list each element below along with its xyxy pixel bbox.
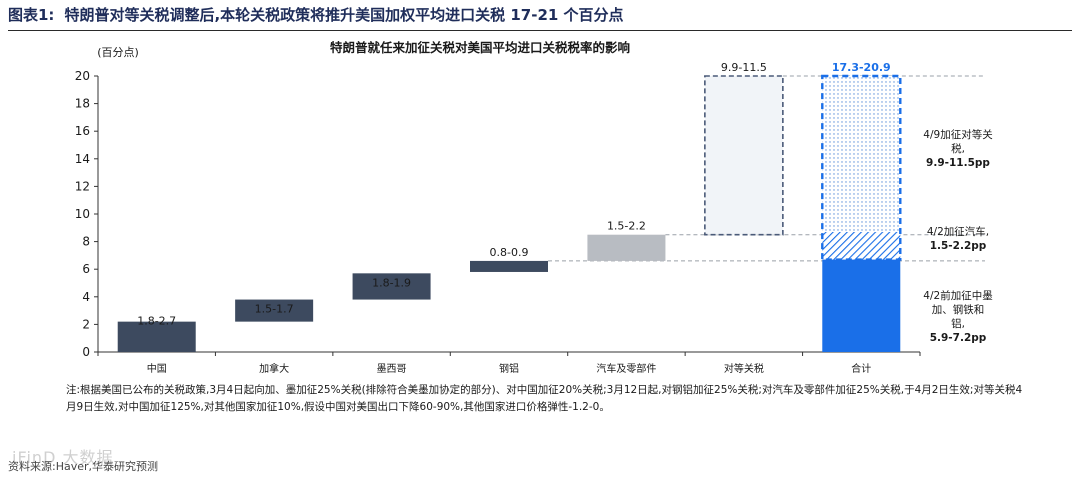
bar-钢铝: [470, 260, 548, 272]
y-tick-label: 12: [75, 179, 90, 193]
bar-加拿大: [235, 299, 314, 322]
y-tick-label: 18: [75, 97, 90, 111]
annotation-text: 4/2前加征中墨: [923, 289, 992, 302]
figure-title-text: 特朗普对等关税调整后,本轮关税政策将推升美国加权平均进口关税 17-21 个百分…: [64, 6, 624, 24]
chart-note: 注:根据美国已公布的关税政策,3月4日起向加、墨加征25%关税(排除符合美墨加协…: [66, 384, 1023, 413]
y-tick-label: 6: [82, 262, 90, 276]
data-label: 1.5-2.2: [607, 220, 646, 233]
x-tick-label: 钢铝: [499, 362, 519, 375]
bar-汽车及零部件: [587, 234, 666, 261]
x-tick-label: 加拿大: [259, 362, 289, 375]
total-outline: [821, 74, 902, 261]
x-tick-label: 汽车及零部件: [596, 362, 656, 375]
annotation-text: 4/2加征汽车,: [927, 225, 989, 238]
annotation-value: 1.5-2.2pp: [930, 240, 987, 252]
chart-title: 特朗普就任来加征关税对美国平均进口关税税率的影响: [330, 40, 630, 55]
y-tick-label: 8: [82, 235, 90, 249]
bar-中国: [117, 321, 196, 352]
data-label: 1.5-1.7: [255, 303, 294, 316]
y-tick-label: 16: [75, 124, 90, 138]
data-label: 1.8-2.7: [137, 315, 176, 328]
y-tick-label: 2: [82, 317, 90, 331]
x-tick-label: 对等关税: [724, 362, 764, 375]
data-label: 9.9-11.5: [721, 61, 767, 74]
annotation-value: 5.9-7.2pp: [930, 332, 987, 344]
source-note: 资料来源:Haver,华泰研究预测: [8, 460, 159, 473]
x-tick-label: 中国: [147, 362, 167, 375]
watermark: iFinD 大数据: [12, 448, 114, 467]
annotation-text: 加、钢铁和: [932, 303, 985, 316]
bar-墨西哥: [352, 273, 431, 300]
figure-label: 图表1:: [8, 6, 55, 24]
annotation-text: 税,: [951, 142, 965, 155]
annotation-value: 9.9-11.5pp: [926, 157, 990, 169]
total-segment-2: [822, 76, 901, 232]
figure-title: 图表1: 特朗普对等关税调整后,本轮关税政策将推升美国加权平均进口关税 17-21…: [8, 4, 1072, 31]
data-label: 0.8-0.9: [490, 246, 529, 259]
bar-对等关税: [704, 75, 784, 236]
y-tick-label: 0: [82, 345, 90, 359]
chart: 特朗普就任来加征关税对美国平均进口关税税率的影响 (百分点) 0 2 4 6 8 10 12…: [75, 40, 993, 375]
annotation-text: 4/9加征对等关: [923, 128, 993, 141]
total-label: 17.3-20.9: [832, 61, 891, 74]
y-tick-label: 20: [75, 69, 90, 83]
annotation-text: 铝,: [951, 317, 965, 330]
total-segment-0: [822, 259, 901, 352]
y-tick-label: 14: [75, 152, 90, 166]
x-tick-label: 墨西哥: [377, 363, 407, 375]
total-segment-1: [822, 231, 901, 260]
data-label: 1.8-1.9: [372, 276, 411, 289]
y-axis-label: (百分点): [97, 46, 139, 59]
y-tick-label: 4: [82, 290, 90, 304]
x-tick-label: 合计: [851, 362, 871, 375]
y-tick-label: 10: [75, 207, 90, 221]
